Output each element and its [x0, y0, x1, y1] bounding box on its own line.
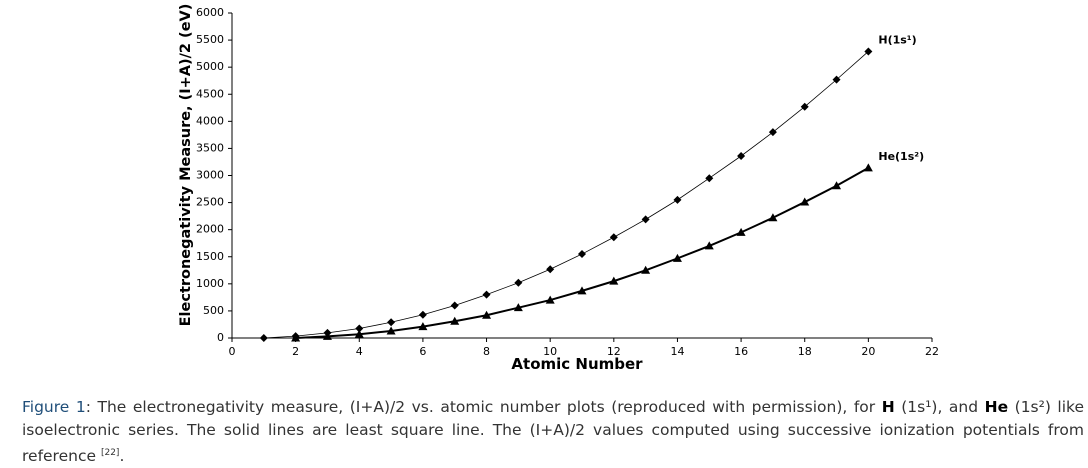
y-tick-label: 3500	[196, 141, 224, 154]
y-tick-label: 0	[217, 331, 224, 344]
y-tick-label: 500	[203, 304, 224, 317]
data-point	[768, 213, 778, 222]
data-point	[673, 195, 682, 204]
series-line	[263, 51, 869, 339]
series-label: H(1s¹)	[878, 33, 916, 46]
data-point	[641, 265, 651, 274]
x-tick-label: 16	[734, 345, 748, 358]
x-tick-label: 6	[419, 345, 426, 358]
data-point	[546, 265, 555, 274]
data-point	[832, 181, 842, 190]
data-point	[768, 128, 777, 137]
data-point	[800, 102, 809, 111]
x-tick-label: 20	[861, 345, 875, 358]
caption-bold: He	[984, 398, 1009, 416]
x-tick-label: 0	[229, 345, 236, 358]
data-point	[641, 215, 650, 224]
x-axis-label: Atomic Number	[511, 355, 643, 373]
data-point	[418, 322, 428, 331]
data-point	[291, 333, 301, 342]
caption-text: (1s¹), and	[894, 398, 985, 416]
x-tick-label: 14	[670, 345, 684, 358]
y-tick-label: 4000	[196, 114, 224, 127]
x-tick-label: 22	[925, 345, 939, 358]
x-tick-label: 2	[292, 345, 299, 358]
y-tick-label: 5500	[196, 33, 224, 46]
chart: Atomic Number Electronegativity Measure,…	[178, 4, 939, 373]
series-label: He(1s²)	[878, 150, 924, 163]
data-point	[578, 250, 586, 259]
data-point	[832, 75, 841, 84]
y-tick-label: 1500	[196, 250, 224, 263]
data-point	[863, 163, 873, 172]
data-point	[418, 310, 427, 319]
x-tick-label: 18	[798, 345, 812, 358]
data-point	[705, 174, 714, 183]
data-point	[737, 152, 746, 160]
data-point	[482, 290, 491, 299]
caption-reference: [22]	[100, 448, 120, 458]
data-point	[355, 324, 364, 333]
data-point	[450, 301, 459, 310]
data-point	[259, 334, 268, 342]
data-point	[672, 253, 682, 262]
x-tick-label: 12	[607, 345, 621, 358]
data-point	[609, 276, 619, 285]
data-point	[450, 316, 460, 325]
caption: Figure 1: The electronegativity measure,…	[22, 396, 1084, 468]
data-point	[513, 303, 523, 312]
y-tick-label: 1000	[196, 277, 224, 290]
data-point	[354, 329, 364, 338]
caption-text: : The electronegativity measure, (I+A)/2…	[85, 398, 882, 416]
caption-bold: H	[881, 398, 895, 416]
data-point	[386, 326, 396, 335]
x-tick-label: 8	[483, 345, 490, 358]
caption-label: Figure 1	[22, 398, 86, 416]
data-point	[864, 47, 873, 56]
data-point	[577, 286, 587, 295]
data-point	[387, 318, 396, 327]
data-point	[514, 278, 523, 287]
data-point	[322, 331, 332, 340]
data-point	[704, 241, 714, 250]
caption-text: .	[119, 447, 125, 466]
y-axis-label: Electronegativity Measure, (I+A)/2 (eV)	[178, 4, 194, 327]
data-point	[609, 233, 618, 242]
y-tick-label: 2500	[196, 196, 224, 209]
x-tick-label: 4	[356, 345, 363, 358]
y-tick-label: 6000	[196, 6, 224, 19]
y-tick-label: 2000	[196, 223, 224, 236]
data-point	[545, 295, 555, 304]
y-tick-label: 4500	[196, 87, 224, 100]
data-point	[736, 227, 746, 236]
data-point	[800, 197, 810, 206]
data-point	[482, 310, 492, 319]
y-tick-label: 5000	[196, 60, 224, 73]
y-tick-label: 3000	[196, 169, 224, 182]
x-tick-label: 10	[543, 345, 557, 358]
caption-text: (1s²) like isoelectronic series. The sol…	[22, 398, 1084, 466]
